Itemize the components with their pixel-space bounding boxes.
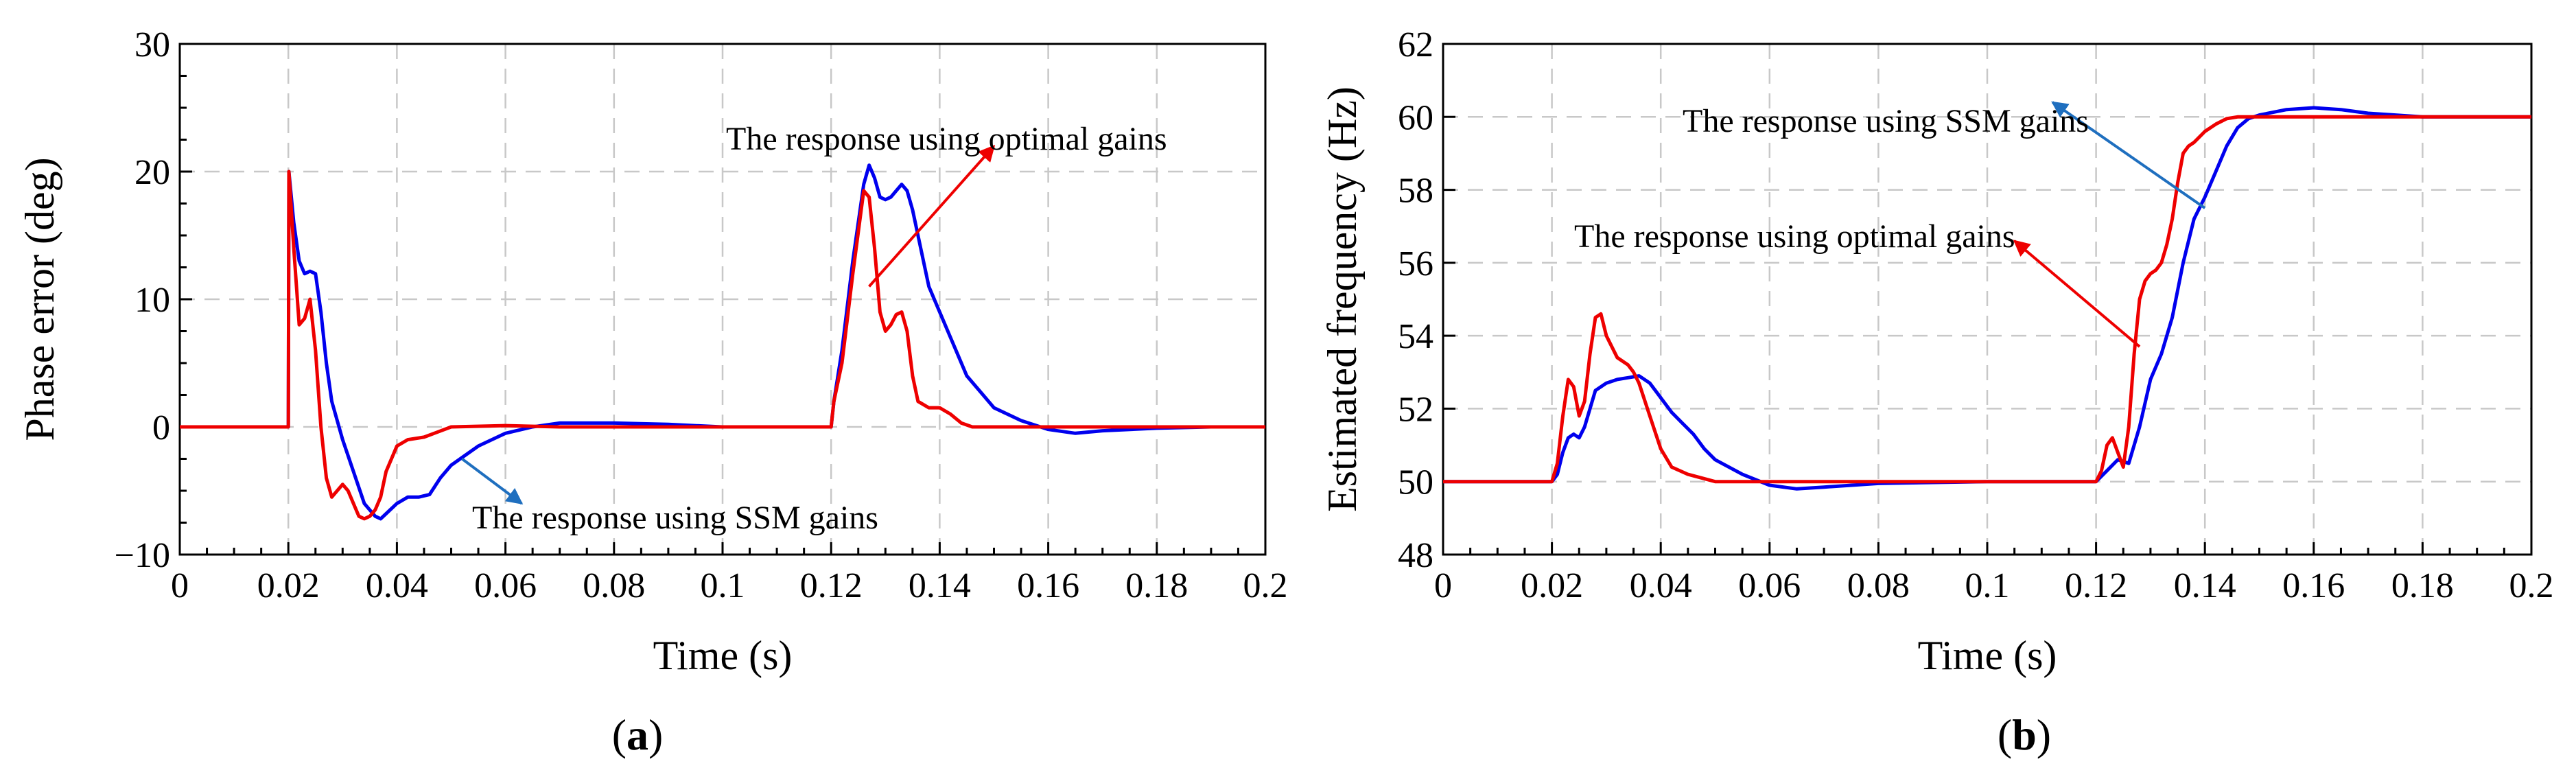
annotation-arrow-a <box>868 145 996 288</box>
x-tick-label-a: 0.02 <box>257 566 320 605</box>
x-tick-label-b: 0.14 <box>2174 566 2236 605</box>
y-tick-labels-a: −10 0 10 20 30 <box>115 25 170 575</box>
y-axis-label-a: Phase error (deg) <box>17 157 62 441</box>
y-tick-label-b: 60 <box>1398 98 1433 137</box>
ticks-a <box>178 43 1267 556</box>
x-tick-label-b: 0.08 <box>1847 566 1910 605</box>
grid-b <box>1443 44 2531 555</box>
y-tick-label-b: 50 <box>1398 463 1433 502</box>
x-tick-label-a: 0.04 <box>366 566 428 605</box>
x-tick-label-a: 0.1 <box>701 566 745 605</box>
x-axis-label-b: Time (s) <box>1918 633 2057 678</box>
y-tick-label-b: 52 <box>1398 390 1433 429</box>
y-tick-label-b: 48 <box>1398 536 1433 575</box>
y-tick-label-a: 30 <box>134 25 170 65</box>
x-tick-label-a: 0.08 <box>583 566 645 605</box>
panel-label-a: (a) <box>612 710 664 759</box>
annotation-text-a: The response using SSM gains <box>472 500 878 536</box>
annotations-b: The response using SSM gains The response… <box>1574 101 2206 348</box>
x-tick-label-b: 0.04 <box>1630 566 1692 605</box>
x-tick-label-b: 0.12 <box>2065 566 2127 605</box>
series-layer-a <box>180 163 1265 521</box>
x-tick-label-a: 0.14 <box>909 566 971 605</box>
annotation-text-b: The response using SSM gains <box>1683 103 2089 139</box>
x-tick-label-b: 0.1 <box>1965 566 2010 605</box>
ticks-b <box>1442 43 2533 556</box>
x-tick-label-a: 0.18 <box>1125 566 1188 605</box>
series-optimal-gains-a <box>180 170 1265 521</box>
x-tick-label-a: 0.2 <box>1243 566 1288 605</box>
x-tick-label-b: 0 <box>1434 566 1452 605</box>
x-tick-label-a: 0.06 <box>474 566 537 605</box>
series-ssm-gains-b <box>1443 106 2531 491</box>
panel-letter-b: b <box>2012 710 2037 759</box>
y-tick-label-b: 56 <box>1398 244 1433 283</box>
panel-letter-a: a <box>627 710 648 759</box>
x-tick-label-b: 0.02 <box>1521 566 1583 605</box>
x-tick-labels-a: 0 0.02 0.04 0.06 0.08 0.1 0.12 0.14 0.16 0.18 0.2 <box>171 566 1288 605</box>
y-axis-label-b: Estimated frequency (Hz) <box>1320 86 1365 512</box>
annotations-a: The response using optimal gains The resp… <box>461 121 1167 536</box>
x-axis-label-a: Time (s) <box>653 633 793 678</box>
chart-panel-a: 0 0.02 0.04 0.06 0.08 0.1 0.12 0.14 0.16 0.18 0.2 … <box>17 25 1288 759</box>
grid-a <box>180 44 1265 555</box>
y-tick-label-a: 10 <box>134 281 170 320</box>
x-tick-label-b: 0.2 <box>2509 566 2554 605</box>
y-tick-label-b: 54 <box>1398 317 1433 356</box>
annotation-arrow-b <box>2013 240 2141 348</box>
x-tick-label-a: 0.12 <box>800 566 863 605</box>
x-tick-labels-b: 0 0.02 0.04 0.06 0.08 0.1 0.12 0.14 0.16 0.18 0.2 <box>1434 566 2554 605</box>
x-tick-label-b: 0.06 <box>1738 566 1801 605</box>
x-tick-label-b: 0.18 <box>2391 566 2454 605</box>
chart-panel-b: 0 0.02 0.04 0.06 0.08 0.1 0.12 0.14 0.16 0.18 0.2 … <box>1320 25 2554 759</box>
x-tick-label-b: 0.16 <box>2282 566 2345 605</box>
y-tick-label-b: 62 <box>1398 25 1433 65</box>
y-tick-label-a: 20 <box>134 153 170 192</box>
annotation-arrow-a <box>461 457 524 505</box>
annotation-text-b: The response using optimal gains <box>1574 218 2015 255</box>
y-tick-labels-b: 48 50 52 54 56 58 60 62 <box>1398 25 1433 575</box>
series-optimal-gains-b <box>1443 115 2531 484</box>
y-tick-label-b: 58 <box>1398 172 1433 211</box>
series-layer-b <box>1443 106 2531 491</box>
y-tick-label-a: 0 <box>152 408 170 447</box>
annotation-arrow-b <box>2051 101 2206 209</box>
annotation-text-a: The response using optimal gains <box>726 121 1167 157</box>
x-tick-label-a: 0 <box>171 566 189 605</box>
y-tick-label-a: −10 <box>115 536 170 575</box>
x-tick-label-a: 0.16 <box>1017 566 1079 605</box>
panel-label-b: (b) <box>1998 710 2051 759</box>
